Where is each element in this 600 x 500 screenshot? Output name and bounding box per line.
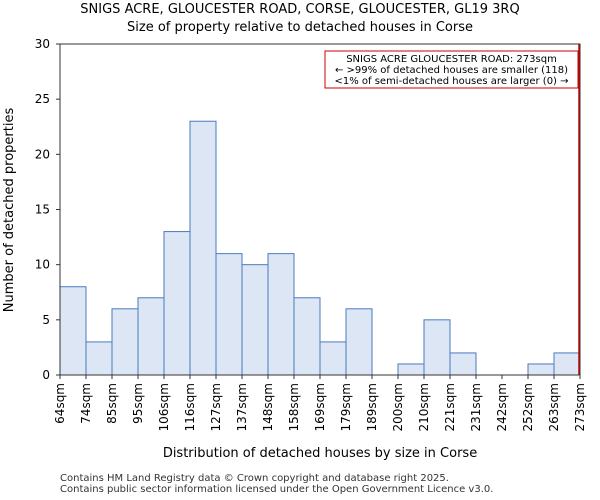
x-axis: 64sqm 74sqm 85sqm 95sqm 106sqm 116sqm 127sqm 13… (53, 375, 587, 431)
x-tick-label: 252sqm (521, 383, 535, 431)
annotation-title: SNIGS ACRE GLOUCESTER ROAD: 273sqm (346, 54, 557, 65)
y-tick-label: 0 (42, 368, 50, 382)
y-axis: 0 5 10 15 20 25 30 (35, 37, 60, 382)
y-tick-label: 15 (35, 203, 50, 217)
bar-158sqm (293, 297, 321, 376)
bars-group (59, 120, 581, 376)
annotation-smaller: ← >99% of detached houses are smaller (1… (335, 65, 568, 76)
bar-221sqm (449, 352, 477, 376)
x-tick-label: 74sqm (79, 383, 93, 424)
y-tick-label: 20 (35, 147, 50, 161)
footer-licence: Contains public sector information licen… (60, 484, 494, 495)
x-tick-label: 242sqm (495, 383, 509, 431)
y-tick-label: 25 (35, 92, 50, 106)
x-axis-label: Distribution of detached houses by size … (163, 446, 477, 461)
chart-subtitle: Size of property relative to detached ho… (127, 20, 473, 35)
x-tick-label: 85sqm (105, 383, 119, 424)
x-tick-label: 263sqm (547, 383, 561, 431)
x-tick-label: 106sqm (157, 383, 171, 431)
y-tick-label: 30 (35, 37, 50, 51)
x-tick-label: 200sqm (391, 383, 405, 431)
x-tick-label: 231sqm (469, 383, 483, 431)
bar-200sqm (397, 363, 425, 376)
x-tick-label: 64sqm (53, 383, 67, 424)
footer-copyright: Contains HM Land Registry data © Crown c… (60, 473, 449, 484)
x-tick-label: 179sqm (339, 383, 353, 431)
x-tick-label: 127sqm (209, 383, 223, 431)
bar-263sqm (553, 352, 581, 376)
x-tick-label: 116sqm (183, 383, 197, 431)
bar-137sqm (241, 264, 269, 376)
bar-127sqm (215, 253, 243, 376)
y-tick-label: 10 (35, 258, 50, 272)
bar-106sqm (163, 231, 191, 376)
bar-64sqm (59, 286, 87, 376)
bar-179sqm (345, 308, 373, 376)
y-axis-label: Number of detached properties (2, 108, 17, 313)
x-tick-label: 169sqm (313, 383, 327, 431)
x-tick-label: 137sqm (235, 383, 249, 431)
bar-95sqm (137, 297, 165, 376)
plot-frame (59, 43, 581, 376)
annotation-larger: <1% of semi-detached houses are larger (… (334, 76, 568, 87)
annotation-box: SNIGS ACRE GLOUCESTER ROAD: 273sqm ← >99… (324, 50, 579, 89)
x-tick-label: 189sqm (365, 383, 379, 431)
bar-116sqm (189, 120, 217, 376)
bar-74sqm (85, 341, 113, 376)
bar-148sqm (267, 253, 295, 376)
bar-169sqm (319, 341, 347, 376)
chart-title: SNIGS ACRE, GLOUCESTER ROAD, CORSE, GLOU… (80, 2, 519, 17)
x-tick-label: 148sqm (261, 383, 275, 431)
x-tick-label: 221sqm (443, 383, 457, 431)
bar-85sqm (111, 308, 139, 376)
bar-252sqm (527, 363, 555, 376)
bar-210sqm (423, 319, 451, 376)
x-tick-label: 210sqm (417, 383, 431, 431)
x-tick-label: 95sqm (131, 383, 145, 424)
x-tick-label: 158sqm (287, 383, 301, 431)
y-tick-label: 5 (42, 313, 50, 327)
x-tick-label: 273sqm (573, 383, 587, 431)
